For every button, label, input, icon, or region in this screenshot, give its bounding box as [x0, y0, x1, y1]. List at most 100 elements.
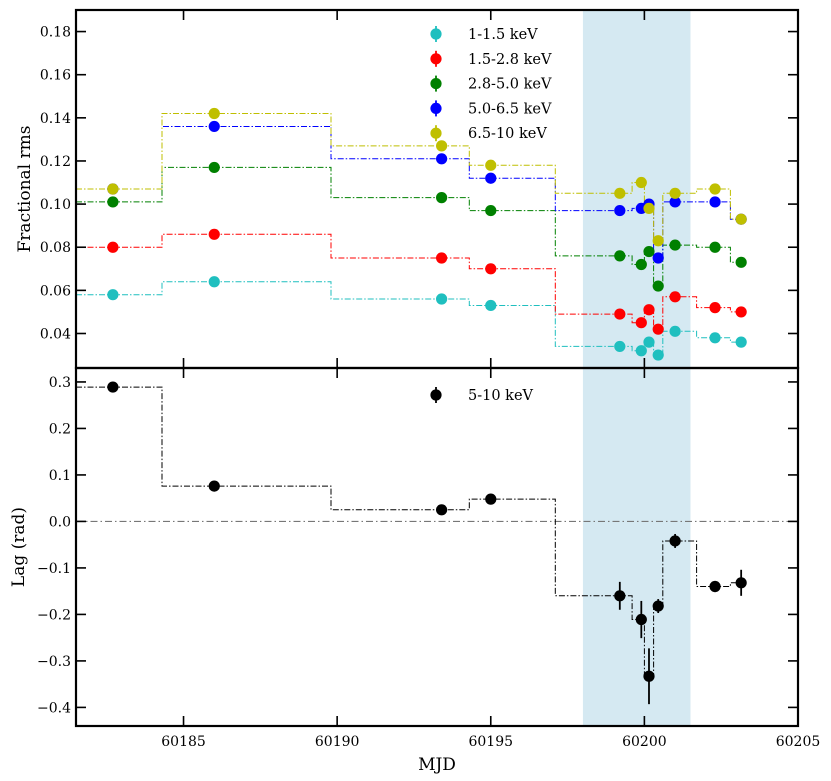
- data-point: [669, 187, 681, 199]
- data-point: [614, 340, 626, 353]
- x-tick-label: 60195: [468, 734, 513, 750]
- x-tick-label: 60200: [622, 734, 667, 750]
- legend-marker: [430, 389, 442, 401]
- data-point: [107, 289, 119, 301]
- step-line-bottom-0: [76, 386, 743, 677]
- y-tick-label: 0.10: [40, 197, 71, 213]
- data-point: [436, 504, 448, 516]
- legend-label: 1.5-2.8 keV: [468, 52, 552, 68]
- y-tick-label: 0.0: [49, 514, 71, 530]
- data-point: [208, 480, 220, 492]
- legend-marker: [430, 127, 442, 139]
- legend-marker: [430, 53, 442, 65]
- data-point: [652, 280, 664, 292]
- data-point: [614, 250, 626, 262]
- data-point: [635, 317, 647, 329]
- data-point: [652, 349, 664, 361]
- x-tick-label: 60185: [161, 734, 206, 750]
- data-point: [709, 580, 721, 593]
- data-point: [107, 196, 119, 208]
- legend-label: 6.5-10 keV: [468, 126, 547, 142]
- y-axis-label: Fractional rms: [15, 126, 35, 253]
- data-point: [635, 345, 647, 357]
- step-line-top-3: [76, 126, 743, 259]
- y-tick-label: −0.4: [37, 700, 71, 716]
- y-tick-label: 0.2: [49, 421, 71, 437]
- data-point: [614, 590, 626, 602]
- data-point: [669, 239, 681, 251]
- data-point: [614, 308, 626, 320]
- legend-marker: [430, 78, 442, 90]
- data-point: [208, 120, 220, 133]
- legend-label: 1-1.5 keV: [468, 27, 538, 43]
- data-point: [208, 276, 220, 288]
- highlight-band-bottom: [582, 368, 691, 726]
- data-point: [669, 196, 681, 208]
- data-point: [709, 302, 721, 314]
- x-tick-label: 60205: [776, 734, 821, 750]
- y-tick-label: −0.1: [37, 561, 71, 577]
- data-point: [635, 613, 647, 626]
- data-point: [735, 336, 747, 348]
- data-point: [652, 600, 664, 612]
- data-point: [485, 204, 497, 217]
- data-point: [652, 235, 664, 247]
- data-point: [107, 381, 119, 393]
- data-point: [485, 299, 497, 312]
- data-point: [735, 256, 747, 268]
- legend-marker: [430, 102, 442, 114]
- data-point: [643, 336, 655, 348]
- data-point: [652, 323, 664, 335]
- legend-label: 5-10 keV: [468, 388, 534, 404]
- y-tick-label: −0.2: [37, 607, 71, 623]
- data-point: [436, 192, 448, 204]
- y-tick-label: 0.08: [40, 240, 71, 256]
- legend-marker: [430, 28, 442, 40]
- data-point: [669, 291, 681, 303]
- data-point: [643, 202, 655, 215]
- data-point: [735, 577, 747, 589]
- y-tick-label: −0.3: [37, 654, 71, 670]
- data-point: [208, 161, 220, 174]
- data-point: [709, 332, 721, 344]
- y-tick-label: 0.3: [49, 375, 71, 391]
- data-point: [643, 304, 655, 316]
- y-tick-label: 0.04: [40, 326, 71, 342]
- x-axis-label: MJD: [418, 755, 456, 775]
- data-point: [735, 306, 747, 318]
- data-point: [669, 535, 681, 547]
- data-point: [669, 325, 681, 337]
- y-tick-label: 0.18: [40, 25, 71, 41]
- legend-label: 2.8-5.0 keV: [468, 77, 552, 93]
- data-point: [635, 176, 647, 189]
- y-tick-label: 0.14: [40, 111, 71, 127]
- data-point: [107, 241, 119, 253]
- data-point: [485, 172, 497, 184]
- data-point: [709, 241, 721, 253]
- data-point: [635, 258, 647, 271]
- data-point: [485, 493, 497, 505]
- data-point: [709, 196, 721, 208]
- data-point: [208, 107, 220, 120]
- plot-frame-bottom: [74, 366, 800, 728]
- data-point: [614, 187, 626, 199]
- data-point: [436, 293, 448, 305]
- data-point: [485, 159, 497, 171]
- y-tick-label: 0.1: [49, 468, 71, 484]
- data-point: [208, 228, 220, 240]
- x-tick-label: 60190: [315, 734, 360, 750]
- legend-label: 5.0-6.5 keV: [468, 101, 552, 117]
- data-point: [735, 213, 747, 225]
- y-tick-label: 0.12: [40, 154, 71, 170]
- data-point: [107, 183, 119, 195]
- data-point: [643, 670, 655, 682]
- data-point: [436, 153, 448, 165]
- data-point: [485, 263, 497, 275]
- y-tick-label: 0.06: [40, 283, 71, 299]
- data-point: [709, 183, 721, 195]
- data-point: [436, 140, 448, 152]
- data-point: [436, 252, 448, 264]
- data-point: [652, 252, 664, 264]
- y-tick-label: 0.16: [40, 68, 71, 84]
